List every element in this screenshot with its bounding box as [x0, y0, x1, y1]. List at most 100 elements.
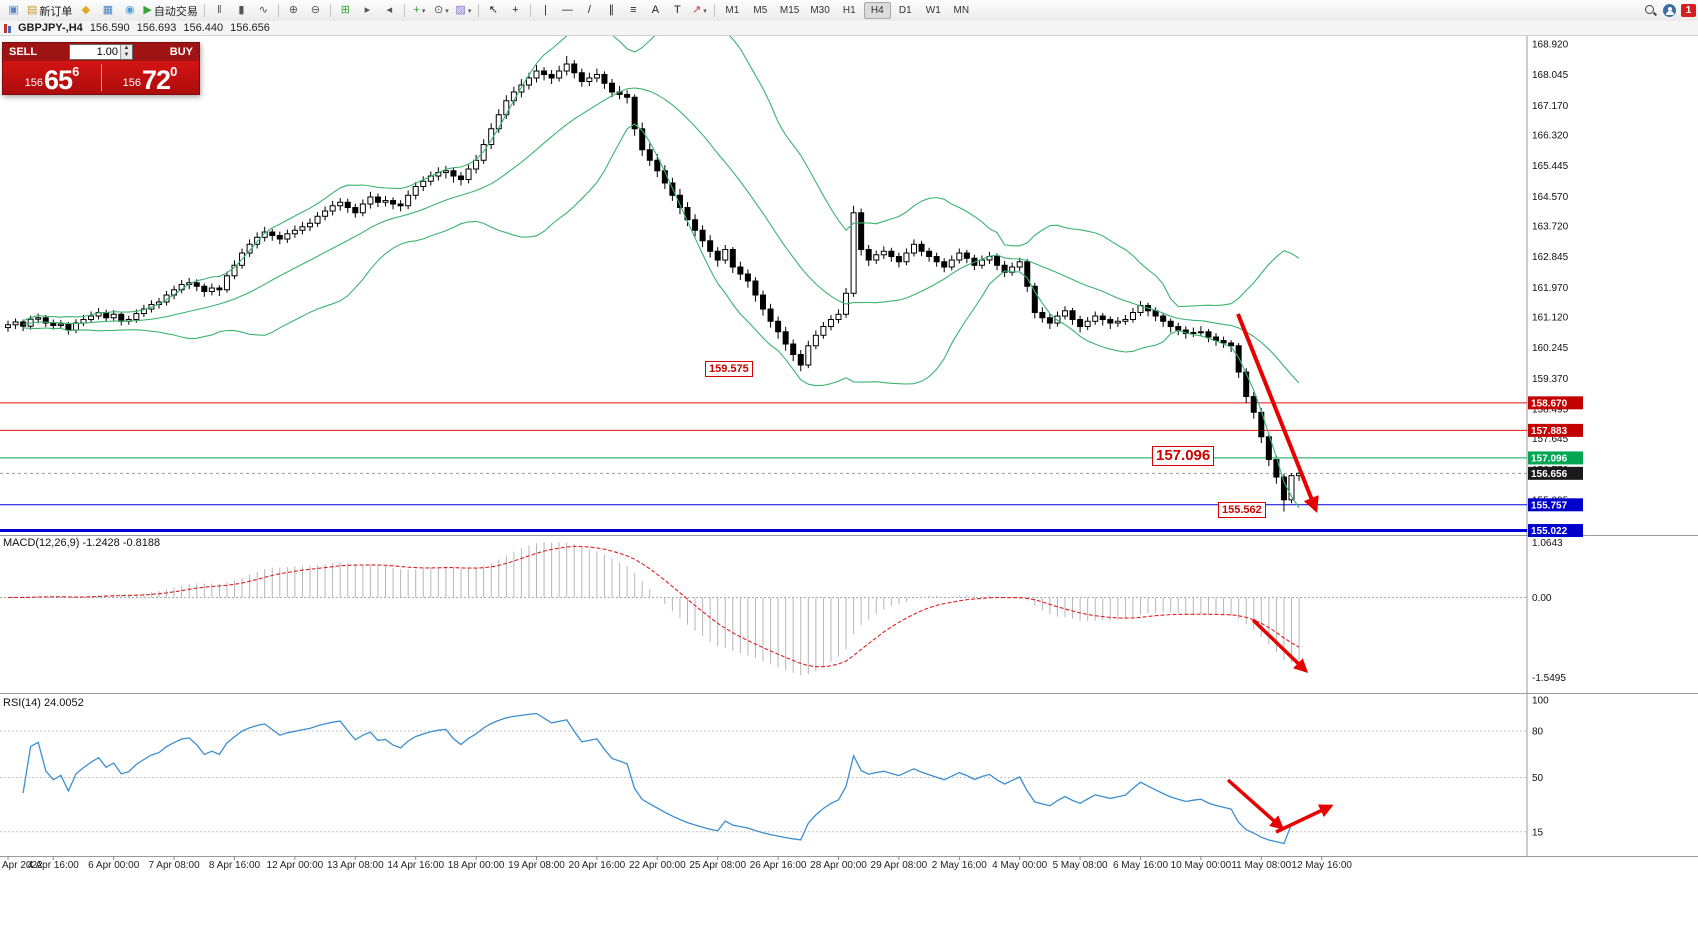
macd-name: MACD(12,26,9): [3, 537, 80, 549]
period-w1[interactable]: W1: [925, 5, 941, 16]
period-h4[interactable]: H4: [863, 2, 891, 19]
label-icon-glyph: T: [674, 4, 681, 16]
text-icon[interactable]: A: [645, 2, 666, 19]
zoom-in-icon[interactable]: ⊕: [283, 2, 304, 19]
period-mn[interactable]: MN: [953, 5, 970, 16]
macd-axis[interactable]: 1.0643 0.00 -1.5495: [1532, 538, 1566, 684]
auto-scroll-icon[interactable]: ▸: [357, 2, 378, 19]
toolbar-separator: [329, 4, 331, 17]
open-value: 156.590: [89, 22, 130, 34]
svg-text:168.045: 168.045: [1532, 70, 1569, 81]
search-icon[interactable]: [1644, 4, 1658, 18]
svg-text:167.170: 167.170: [1532, 101, 1569, 112]
rsi-line: [22, 712, 1300, 845]
equidistant-channel-icon[interactable]: ∥: [601, 2, 622, 19]
svg-text:168.920: 168.920: [1532, 40, 1569, 51]
volume-stepper[interactable]: ▲ ▼: [120, 45, 132, 59]
svg-text:7 Apr 08:00: 7 Apr 08:00: [149, 860, 201, 871]
tile-windows-icon[interactable]: ⊞: [335, 2, 356, 19]
sell-button[interactable]: SELL: [9, 46, 38, 58]
notification-badge[interactable]: 1: [1681, 4, 1696, 17]
zoom-out-icon[interactable]: ⊖: [305, 2, 326, 19]
navigator-icon[interactable]: ◉: [119, 2, 140, 19]
arrows-button-glyph: ↗: [692, 4, 702, 16]
periods-button[interactable]: ⊙ ▾: [431, 2, 452, 19]
arrows-button[interactable]: ↗ ▾: [689, 2, 710, 19]
period-d1[interactable]: D1: [898, 5, 912, 16]
svg-text:18 Apr 00:00: 18 Apr 00:00: [448, 860, 505, 871]
fibonacci-icon-glyph: ≡: [630, 4, 637, 16]
bar-chart-icon-glyph: ‖: [217, 4, 222, 16]
period-m5[interactable]: M5: [753, 5, 768, 16]
line-chart-icon[interactable]: ∿: [253, 2, 274, 19]
candlestick-icon: [4, 23, 11, 33]
crosshair-icon[interactable]: +: [505, 2, 526, 19]
svg-text:8 Apr 16:00: 8 Apr 16:00: [209, 860, 261, 871]
sell-price[interactable]: 156 65 6: [3, 61, 101, 94]
toolbar-separator: [277, 4, 279, 17]
red-trend-arrow: [1275, 804, 1334, 834]
buy-price[interactable]: 156 72 0: [101, 61, 199, 94]
terminal-icon[interactable]: ▣: [3, 2, 24, 19]
label-icon[interactable]: T: [667, 2, 688, 19]
chart-shift-icon[interactable]: ◂: [379, 2, 400, 19]
autotrading-button[interactable]: ▶ 自动交易: [141, 2, 199, 19]
svg-text:6 May 16:00: 6 May 16:00: [1113, 860, 1168, 871]
crosshair-icon-glyph: +: [512, 4, 519, 16]
period-m1[interactable]: M1: [725, 5, 740, 16]
fibonacci-icon[interactable]: ≡: [623, 2, 644, 19]
svg-text:12 May 16:00: 12 May 16:00: [1291, 860, 1352, 871]
toolbar-separator: [203, 4, 205, 17]
indicators-button[interactable]: + ▾: [409, 2, 430, 19]
period-h1[interactable]: H1: [842, 5, 856, 16]
svg-text:-1.5495: -1.5495: [1532, 673, 1566, 684]
symbol-timeframe: GBPJPY-,H4: [18, 22, 83, 34]
svg-text:25 Apr 08:00: 25 Apr 08:00: [689, 860, 746, 871]
chart-shift-icon-glyph: ◂: [386, 4, 393, 16]
autotrading-button-glyph: ▶: [143, 4, 152, 16]
svg-text:15: 15: [1532, 827, 1544, 838]
new-order-button[interactable]: ▤ 新订单: [25, 2, 74, 19]
new-order-button-label: 新订单: [39, 5, 73, 18]
svg-text:155.022: 155.022: [1531, 526, 1568, 537]
price-callout[interactable]: 159.575: [705, 361, 753, 377]
buy-button[interactable]: BUY: [169, 46, 193, 58]
community-icon[interactable]: [1663, 4, 1676, 17]
period-m30[interactable]: M30: [810, 5, 830, 16]
period-m15[interactable]: M15: [779, 5, 800, 16]
candlestick-chart-icon-glyph: ▮: [238, 4, 245, 16]
svg-text:12 Apr 00:00: 12 Apr 00:00: [267, 860, 324, 871]
equidistant-channel-icon-glyph: ∥: [608, 4, 615, 16]
metaeditor-icon[interactable]: ◆: [75, 2, 96, 19]
svg-text:22 Apr 00:00: 22 Apr 00:00: [629, 860, 686, 871]
svg-text:80: 80: [1532, 727, 1544, 738]
templates-button[interactable]: ▨ ▾: [453, 2, 474, 19]
price-callout[interactable]: 155.562: [1218, 502, 1266, 518]
candlestick-chart-icon[interactable]: ▮: [231, 2, 252, 19]
market-watch-icon[interactable]: ▦: [97, 2, 118, 19]
trade-widget-price-row: 156 65 6 156 72 0: [3, 61, 199, 94]
one-click-trading-widget: SELL 1.00 ▲ ▼ BUY 156 65 6 156 72 0: [2, 42, 200, 95]
sell-price-sup: 6: [72, 64, 80, 79]
trendline-icon-glyph: /: [587, 4, 591, 16]
horizontal-line-icon[interactable]: —: [557, 2, 578, 19]
horizontal-price-lines[interactable]: [0, 402, 1527, 533]
bar-chart-icon[interactable]: ‖: [209, 2, 230, 19]
volume-input[interactable]: 1.00 ▲ ▼: [69, 44, 133, 60]
line-chart-icon-glyph: ∿: [258, 4, 268, 16]
trend-arrows[interactable]: [1226, 313, 1334, 834]
toolbar-separator: [713, 4, 715, 17]
svg-text:158.670: 158.670: [1531, 398, 1568, 409]
svg-text:26 Apr 16:00: 26 Apr 16:00: [750, 860, 807, 871]
trendline-icon[interactable]: /: [579, 2, 600, 19]
cursor-icon[interactable]: ↖: [483, 2, 504, 19]
vertical-line-icon[interactable]: |: [535, 2, 556, 19]
toolbar-separator: [403, 4, 405, 17]
buy-price-big: 72: [142, 65, 171, 96]
zoom-out-icon-glyph: ⊖: [310, 4, 320, 16]
navigator-icon-glyph: ◉: [125, 4, 135, 16]
svg-text:0.00: 0.00: [1532, 593, 1552, 604]
price-callout[interactable]: 157.096: [1152, 446, 1215, 466]
